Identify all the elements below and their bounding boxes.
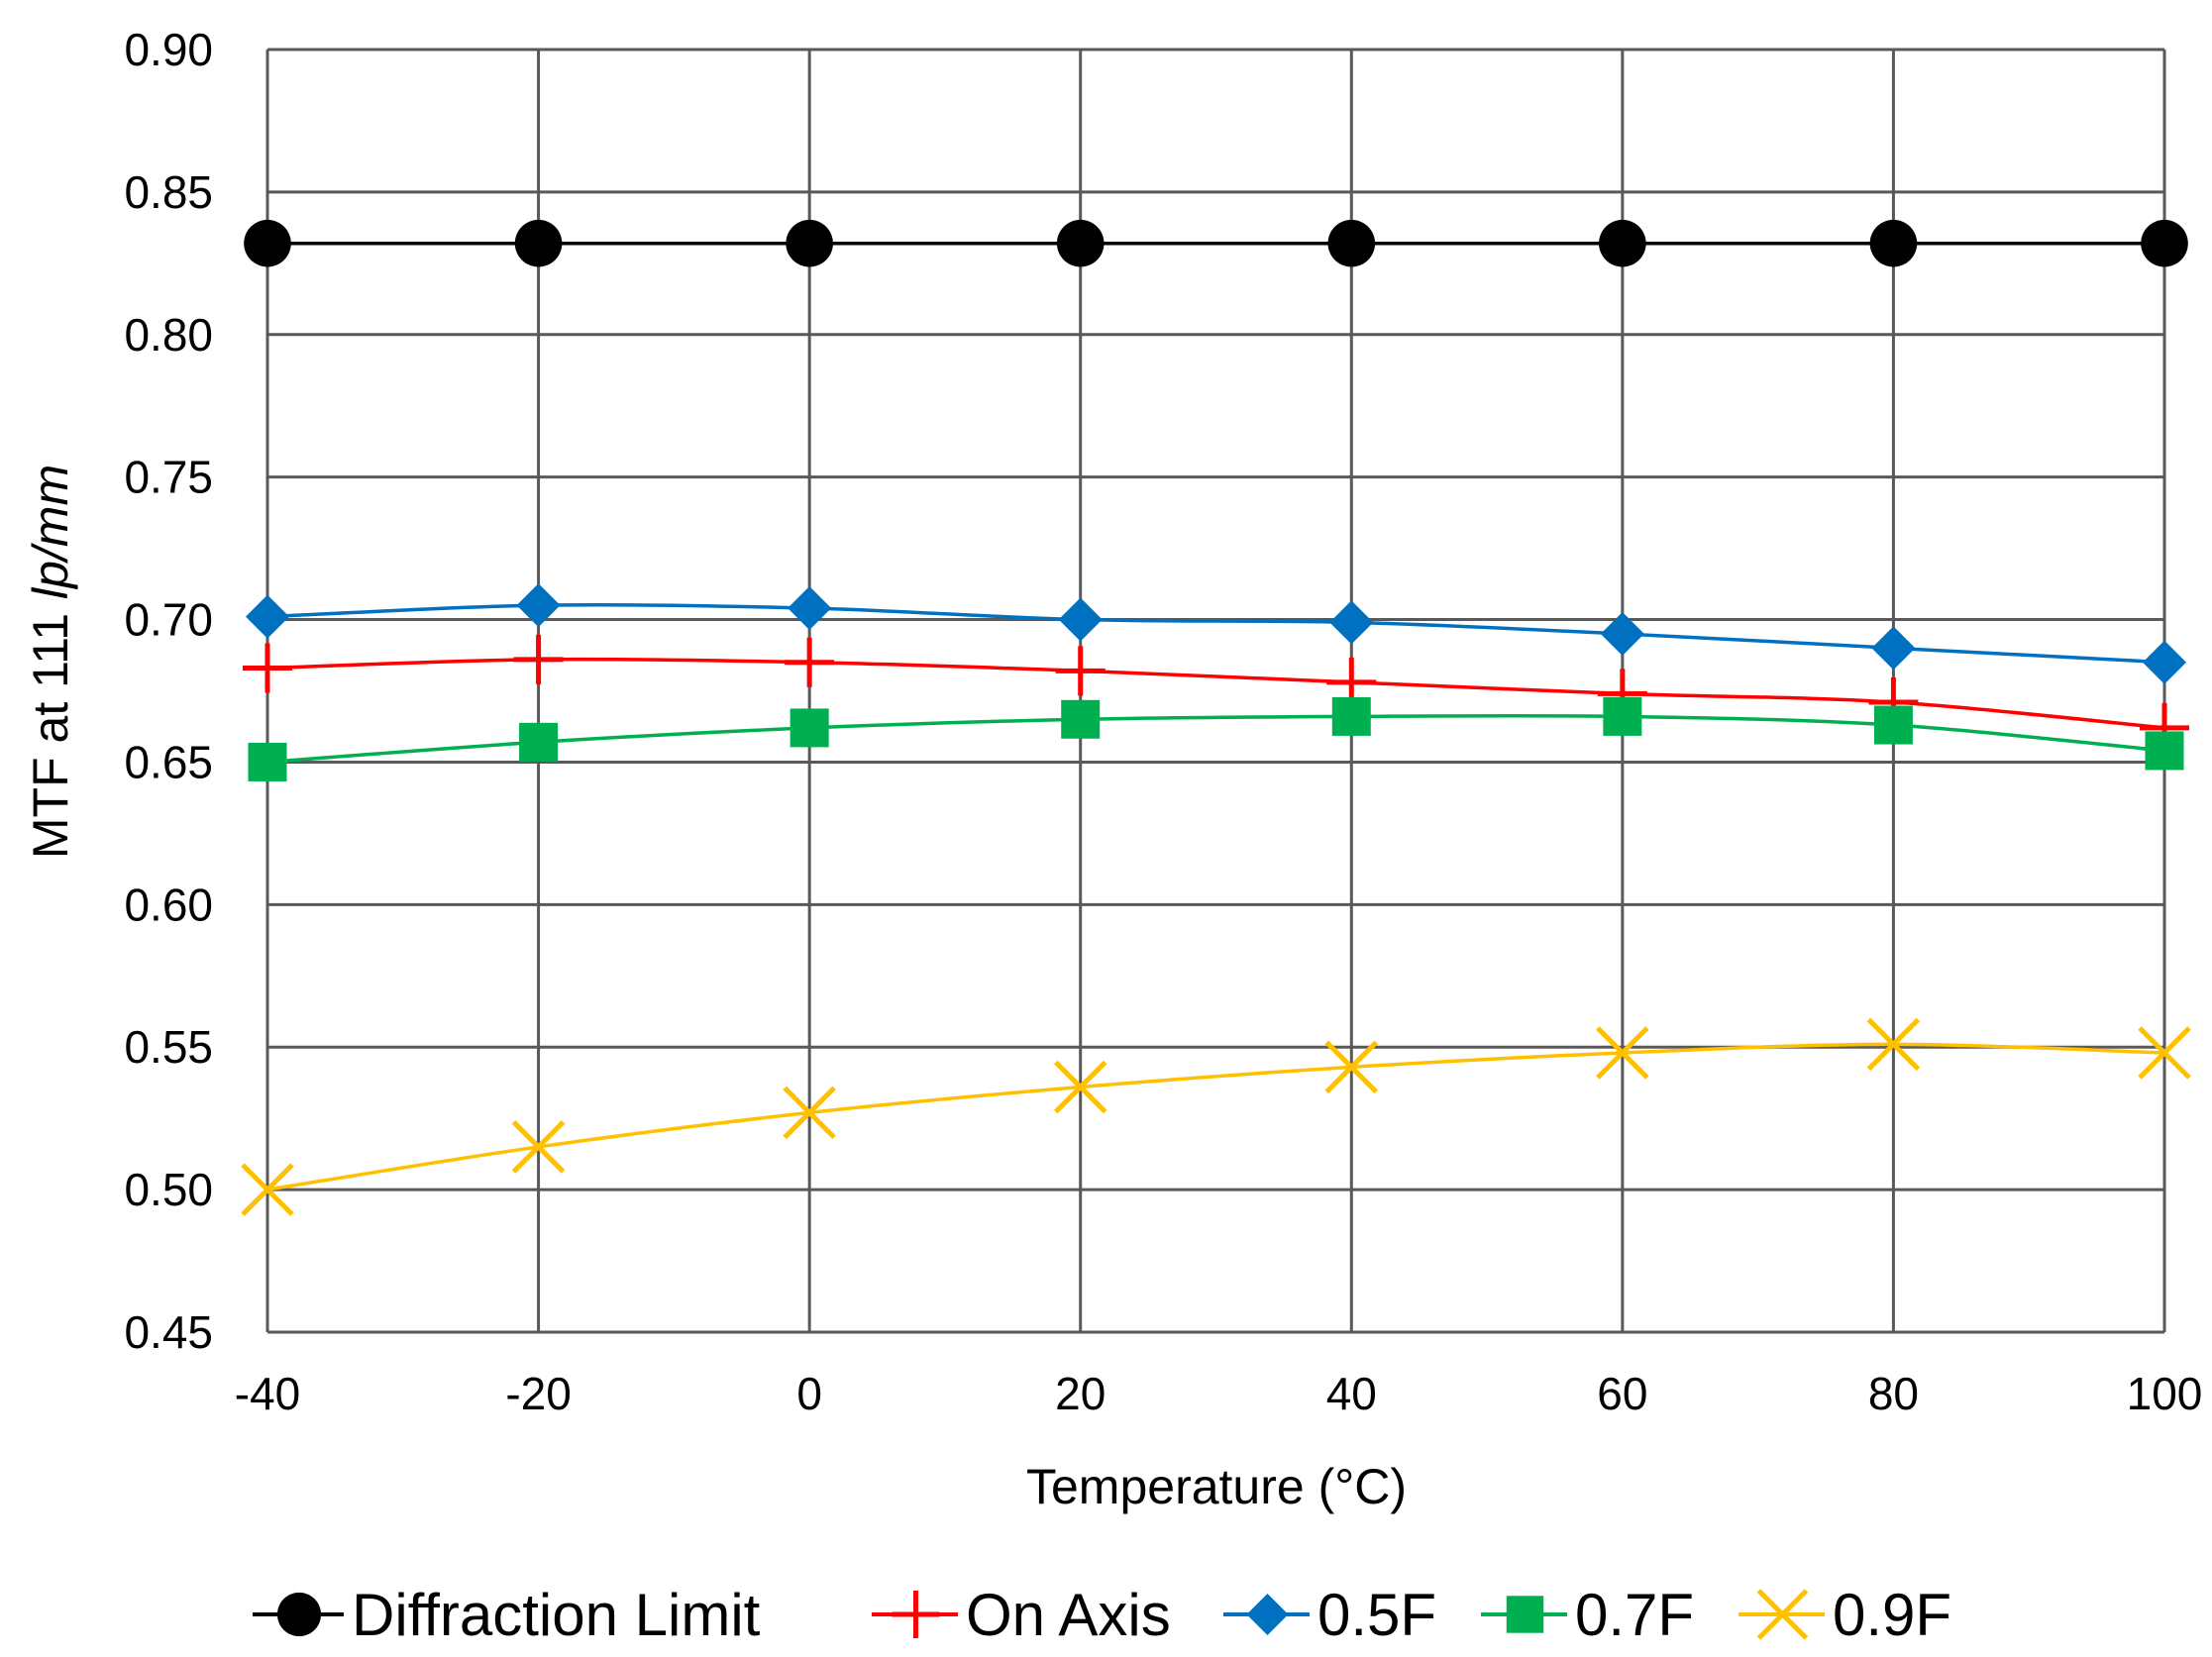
- legend-item-0-7f: 0.7F: [1481, 1582, 1694, 1648]
- y-tick-label: 0.65: [124, 736, 213, 787]
- data-point-0-9f: [1866, 1017, 1921, 1072]
- data-point-0-7f: [248, 742, 287, 781]
- legend-item-0-5f: 0.5F: [1223, 1582, 1436, 1648]
- data-point-diffraction-limit: [1056, 219, 1105, 267]
- x-tick-label: -40: [235, 1368, 300, 1419]
- y-tick-label: 0.60: [124, 879, 213, 930]
- x-axis-title: Temperature (°C): [1026, 1459, 1407, 1514]
- legend-marker-diffraction-limit: [276, 1592, 322, 1637]
- legend-label-0-7f: 0.7F: [1575, 1582, 1694, 1648]
- series-line-on-axis: [266, 657, 2165, 730]
- data-point-diffraction-limit: [2141, 219, 2188, 267]
- series-line-0-7f: [266, 713, 2165, 765]
- data-point-0-7f: [1061, 699, 1101, 739]
- data-point-diffraction-limit: [786, 219, 833, 267]
- data-point-0-9f: [1324, 1040, 1379, 1094]
- data-point-0-9f: [2138, 1026, 2191, 1080]
- data-point-0-5f: [1058, 597, 1103, 642]
- data-point-on-axis: [785, 637, 835, 687]
- data-point-diffraction-limit: [1599, 219, 1646, 267]
- x-tick-label: 20: [1055, 1368, 1106, 1419]
- data-point-0-7f: [1331, 696, 1371, 736]
- y-tick-label: 0.70: [124, 594, 213, 646]
- data-point-on-axis: [513, 634, 564, 684]
- data-point-0-7f: [1603, 696, 1642, 736]
- y-tick-label: 0.55: [124, 1021, 213, 1073]
- data-point-diffraction-limit: [244, 219, 291, 267]
- series-0-5f: [246, 583, 2186, 684]
- y-axis-title-prefix: MTF at 111: [23, 599, 78, 859]
- data-point-0-5f: [1600, 611, 1644, 656]
- x-tick-label: 100: [2127, 1368, 2203, 1419]
- data-point-0-5f: [1871, 626, 1916, 671]
- data-point-on-axis: [1055, 646, 1106, 696]
- legend: Diffraction Limit On Axis 0.5F 0.7F 0.9F: [253, 1582, 1951, 1648]
- data-point-diffraction-limit: [1327, 219, 1376, 267]
- series-diffraction-limit: [244, 219, 2188, 267]
- y-tick-label: 0.85: [124, 166, 213, 218]
- data-point-0-9f: [241, 1163, 294, 1216]
- series-line-0-5f: [266, 602, 2165, 665]
- data-point-0-5f: [2143, 640, 2186, 684]
- data-point-0-5f: [516, 583, 561, 628]
- y-tick-label: 0.45: [124, 1306, 213, 1358]
- data-point-0-7f: [2145, 731, 2184, 771]
- data-point-on-axis: [243, 643, 292, 693]
- data-point-0-5f: [1329, 600, 1374, 645]
- y-tick-label: 0.75: [124, 452, 213, 503]
- series-0-9f: [241, 1017, 2191, 1216]
- legend-item-0-9f: 0.9F: [1738, 1582, 1951, 1648]
- legend-label-0-9f: 0.9F: [1833, 1582, 1951, 1648]
- y-axis-title-unit: lp/mm: [23, 465, 78, 599]
- legend-label-on-axis: On Axis: [966, 1582, 1171, 1648]
- data-point-0-5f: [246, 594, 289, 639]
- x-tick-label: -20: [505, 1368, 571, 1419]
- x-tick-label: 60: [1597, 1368, 1647, 1419]
- x-tick-label: 0: [796, 1368, 822, 1419]
- series-line-0-9f: [266, 1042, 2165, 1191]
- data-point-diffraction-limit: [1869, 219, 1918, 267]
- legend-marker-0-7f: [1506, 1596, 1544, 1633]
- legend-label-0-5f: 0.5F: [1317, 1582, 1436, 1648]
- data-point-0-7f: [519, 722, 559, 762]
- legend-marker-on-axis: [892, 1591, 940, 1638]
- series-on-axis: [243, 634, 2189, 753]
- y-tick-label: 0.90: [124, 24, 213, 75]
- series-layer: [241, 219, 2191, 1216]
- series-0-7f: [248, 696, 2184, 781]
- data-point-diffraction-limit: [514, 219, 563, 267]
- legend-marker-0-5f: [1246, 1594, 1289, 1635]
- legend-label-diffraction-limit: Diffraction Limit: [352, 1582, 761, 1648]
- x-tick-label: 40: [1326, 1368, 1377, 1419]
- data-point-0-9f: [1053, 1060, 1107, 1114]
- y-tick-label: 0.50: [124, 1164, 213, 1215]
- y-tick-label: 0.80: [124, 309, 213, 361]
- x-tick-labels: -40 -20 0 20 40 60 80 100: [235, 1368, 2203, 1419]
- data-point-0-7f: [1873, 705, 1913, 745]
- legend-marker-0-9f: [1756, 1589, 1809, 1640]
- legend-item-diffraction-limit: Diffraction Limit: [253, 1582, 761, 1648]
- data-point-0-9f: [783, 1086, 836, 1140]
- data-point-0-9f: [511, 1120, 566, 1174]
- x-tick-label: 80: [1868, 1368, 1919, 1419]
- data-point-0-9f: [1596, 1026, 1649, 1080]
- legend-item-on-axis: On Axis: [872, 1582, 1171, 1648]
- y-axis-title: MTF at 111 lp/mm: [23, 465, 78, 859]
- data-point-0-7f: [790, 708, 829, 748]
- y-tick-labels: 0.45 0.50 0.55 0.60 0.65 0.70 0.75 0.80 0.85 0.90: [124, 24, 213, 1358]
- data-point-0-5f: [788, 586, 832, 631]
